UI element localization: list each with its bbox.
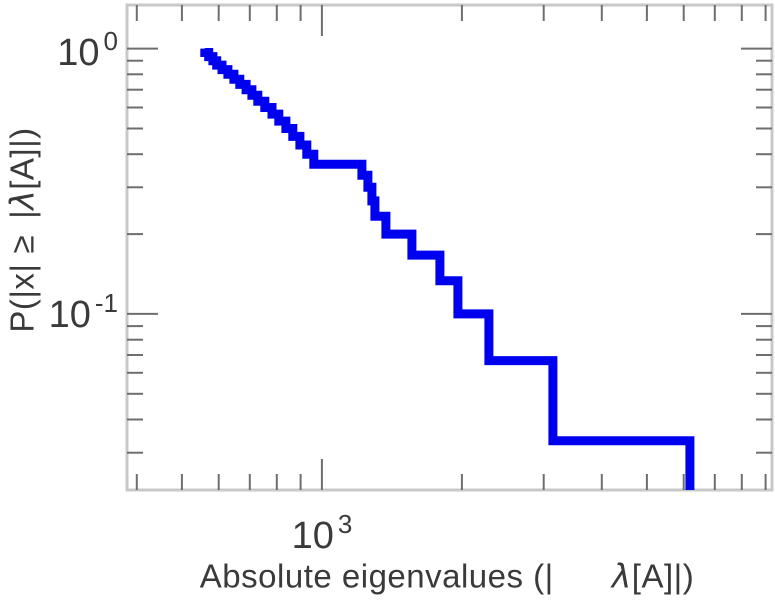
tick-exponent: -1	[94, 288, 118, 318]
y-label-text-end: [A]|)	[3, 127, 41, 190]
y-tick-label-0p1: 10 -1	[0, 288, 118, 338]
y-label-text: P(|x|	[3, 263, 41, 333]
x-axis-label: Absolute eigenvalues (| λ[A]|)	[200, 557, 694, 596]
lambda-symbol: λ	[2, 189, 42, 210]
x-label-text-end: [A]|)	[631, 557, 695, 595]
tick-base: 10	[291, 515, 334, 557]
tick-exponent: 3	[337, 509, 353, 539]
axis-ticks	[127, 5, 772, 490]
geq-symbol: ≥	[3, 234, 41, 254]
plot-frame	[125, 3, 774, 492]
x-label-text: Absolute eigenvalues (|	[199, 557, 554, 595]
x-tick-label-1000: 10 3	[252, 509, 392, 559]
tick-base: 10	[57, 32, 100, 74]
y-label-bar: |	[3, 209, 41, 219]
y-tick-label-1: 10 0	[0, 26, 118, 76]
tick-exponent: 0	[103, 26, 118, 56]
y-axis-label: P(|x| ≥ |λ[A]|)	[3, 127, 42, 332]
tick-base: 10	[48, 294, 91, 336]
lambda-symbol: λ	[611, 556, 632, 596]
ccdf-step-line	[200, 48, 695, 490]
